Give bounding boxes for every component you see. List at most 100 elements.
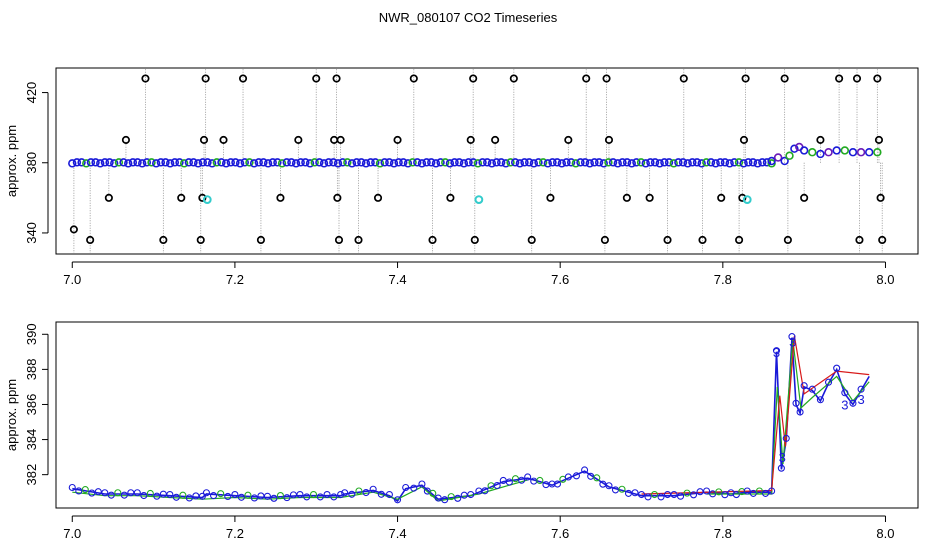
lower-point-label: 3 — [773, 345, 780, 360]
upper-baseline-point — [91, 158, 100, 167]
upper-x-tick-label: 8.0 — [876, 272, 894, 287]
upper-baseline-point — [599, 159, 608, 168]
upper-baseline-point — [566, 158, 576, 167]
upper-baseline-point — [277, 159, 287, 168]
lower-series-point — [159, 490, 167, 498]
upper-outlier-point — [717, 193, 726, 202]
lower-axes: 7.0 7.2 7.4 7.6 7.8 8.0 382 384 386 388 390 — [24, 323, 895, 540]
upper-tail-point — [840, 146, 850, 155]
upper-baseline-point — [333, 159, 343, 168]
lower-series-point — [572, 472, 581, 480]
upper-baseline-point — [487, 159, 497, 168]
lower-series-point — [224, 492, 232, 501]
upper-outlier-point — [663, 235, 672, 245]
upper-baseline-point — [562, 158, 571, 167]
upper-baseline-point — [636, 158, 646, 167]
upper-baseline-point — [110, 159, 119, 168]
upper-baseline-point — [77, 158, 86, 167]
lower-y-tick-label: 386 — [24, 394, 39, 416]
upper-outlier-point — [816, 135, 825, 144]
upper-outlier-point — [196, 235, 205, 245]
lower-series-point — [676, 492, 685, 500]
lower-series-point — [289, 491, 298, 499]
upper-baseline-point — [347, 159, 357, 168]
upper-baseline-point — [748, 158, 758, 167]
lower-series-point — [418, 480, 426, 488]
lower-series-point — [657, 493, 665, 501]
upper-outlier-point — [219, 135, 228, 144]
upper-outlier-point — [582, 74, 591, 83]
upper-outlier-point — [698, 235, 707, 245]
upper-outlier-point — [354, 235, 363, 245]
upper-baseline-point — [338, 158, 347, 167]
lower-series-point — [140, 491, 148, 500]
upper-outlier-point — [104, 193, 113, 202]
upper-baseline-point — [133, 158, 142, 167]
lower-series-point — [505, 478, 513, 486]
upper-baseline-point — [124, 159, 133, 168]
lower-series-point — [341, 489, 349, 497]
upper-outlier-point — [546, 193, 555, 202]
lower-series-point — [611, 486, 620, 494]
upper-baseline-point — [473, 159, 483, 168]
lower-series-point — [429, 489, 437, 497]
upper-baseline-point — [203, 158, 212, 167]
upper-baseline-point — [753, 159, 762, 168]
upper-outlier-point — [86, 235, 95, 245]
upper-baseline-point — [762, 158, 772, 167]
lower-series-point — [518, 476, 526, 484]
lower-series-point — [447, 493, 455, 501]
lower-series-point — [715, 488, 723, 496]
upper-baseline-point — [371, 158, 380, 167]
lower-series-point — [296, 490, 304, 499]
upper-baseline-point — [580, 158, 590, 167]
upper-plot-frame — [55, 67, 919, 255]
lower-series-point — [644, 493, 652, 501]
upper-outlier-point — [739, 135, 749, 144]
lower-series-point — [434, 494, 442, 502]
upper-outlier-point — [873, 74, 882, 83]
upper-baseline-point — [357, 158, 366, 167]
upper-baseline-point — [445, 159, 455, 168]
upper-tail-point — [832, 146, 841, 155]
lower-series-point — [743, 487, 751, 495]
lower-y-tick-label: 388 — [24, 359, 39, 381]
upper-baseline-point — [366, 158, 375, 167]
lower-point-label: 3 — [789, 334, 796, 349]
upper-baseline-point — [678, 158, 688, 167]
upper-baseline-point — [221, 159, 231, 168]
lower-series-point — [548, 480, 556, 488]
upper-flagged-point — [474, 195, 484, 205]
upper-baseline-point — [576, 158, 585, 167]
upper-baseline-point — [413, 158, 422, 167]
lower-series-point — [355, 487, 363, 495]
lower-y-tick-label: 382 — [24, 464, 39, 486]
lower-x-tick-label: 8.0 — [876, 526, 894, 540]
upper-baseline-point — [189, 158, 198, 167]
upper-baseline-point — [296, 158, 305, 167]
upper-baseline-point — [128, 158, 138, 167]
upper-baseline-point — [427, 158, 436, 167]
upper-baseline-point — [515, 159, 525, 168]
lower-series-point — [454, 494, 462, 502]
upper-baseline-point — [305, 159, 315, 168]
upper-baseline-point — [585, 159, 594, 168]
upper-outlier-point — [470, 235, 479, 245]
upper-tail-point — [780, 156, 789, 166]
upper-outlier-point — [622, 193, 631, 202]
lower-series-point — [768, 487, 776, 495]
lower-series-point — [782, 434, 790, 442]
upper-outlier-point — [428, 235, 437, 245]
lower-series-point — [88, 489, 96, 497]
upper-y-tick-label: 340 — [24, 222, 39, 244]
upper-tail-point — [816, 149, 825, 159]
lower-series-point — [772, 347, 781, 355]
lower-series-point — [631, 489, 639, 497]
upper-outlier-point — [780, 74, 789, 83]
upper-baseline-point — [720, 158, 730, 167]
lower-series-point — [593, 474, 601, 482]
upper-outlier-point — [201, 74, 210, 83]
lower-point-label: 3 — [841, 397, 848, 412]
upper-baseline-point — [674, 158, 683, 167]
